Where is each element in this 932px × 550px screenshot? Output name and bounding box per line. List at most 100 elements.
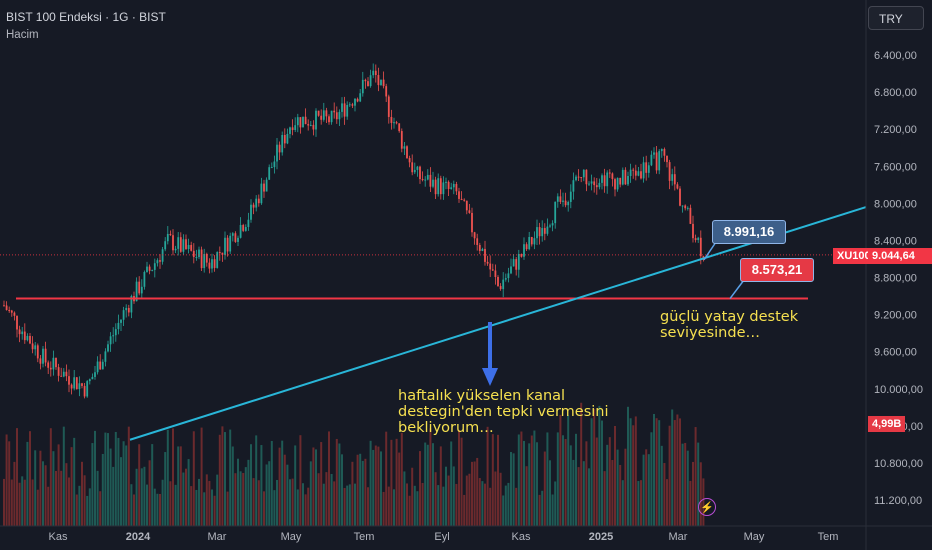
candle-body xyxy=(684,205,687,209)
volume-bar xyxy=(608,437,611,526)
candle-body xyxy=(377,75,380,86)
currency-button[interactable]: TRY xyxy=(868,6,924,30)
candle-body xyxy=(190,244,193,251)
candle-body xyxy=(517,254,520,270)
candle-body xyxy=(257,198,260,204)
candle-body xyxy=(546,226,549,234)
volume-bar xyxy=(226,491,229,526)
volume-bar xyxy=(588,468,590,526)
volume-bar xyxy=(195,489,198,526)
candle-body xyxy=(611,173,614,180)
volume-bar xyxy=(322,483,325,526)
volume-bar xyxy=(650,432,653,526)
volume-bar xyxy=(476,457,479,526)
price-tick-label: 9.200,00 xyxy=(874,310,917,322)
price-tick-label: 10.000,00 xyxy=(874,384,923,396)
candle-body xyxy=(590,181,593,184)
candle-body xyxy=(86,381,89,397)
candle-body xyxy=(187,244,190,250)
candle-body xyxy=(239,224,242,238)
volume-bar xyxy=(556,432,559,526)
candle-body xyxy=(533,238,536,245)
volume-bar xyxy=(257,480,260,526)
volume-bar xyxy=(567,415,570,526)
candle-body xyxy=(473,232,476,239)
volume-bar xyxy=(647,454,650,526)
candle-body xyxy=(18,329,21,335)
candle-body xyxy=(411,162,414,173)
volume-bar xyxy=(655,418,658,526)
volume-bar xyxy=(374,445,377,526)
volume-bar xyxy=(130,484,133,526)
candle-body xyxy=(135,281,138,302)
volume-bar xyxy=(562,435,564,526)
volume-bar xyxy=(668,425,671,526)
candle-body xyxy=(140,286,143,294)
volume-bar xyxy=(653,413,655,526)
candle-body xyxy=(562,200,564,202)
candle-body xyxy=(588,183,590,185)
volume-bar xyxy=(182,472,185,526)
volume-bar xyxy=(36,489,39,526)
candle-body xyxy=(692,223,694,239)
volume-bar xyxy=(468,473,471,526)
volume-bar xyxy=(356,454,359,526)
volume-bar xyxy=(395,438,398,526)
volume-bar xyxy=(315,449,317,526)
volume-bar xyxy=(473,461,476,526)
volume-bar xyxy=(16,428,18,526)
volume-bar xyxy=(239,471,242,526)
candle-body xyxy=(127,307,130,313)
upper-price-box[interactable]: 8.991,16 xyxy=(712,220,786,244)
candle-body xyxy=(156,260,159,264)
volume-bar xyxy=(60,470,63,526)
volume-bar xyxy=(640,480,642,526)
candle-body xyxy=(73,377,76,389)
candle-body xyxy=(26,335,29,341)
volume-bar xyxy=(684,442,687,526)
volume-bar xyxy=(52,451,55,526)
volume-bar xyxy=(270,440,273,526)
candle-body xyxy=(203,253,206,269)
candle-body xyxy=(247,219,250,228)
volume-bars xyxy=(3,402,705,526)
volume-bar xyxy=(575,433,577,526)
candle-body xyxy=(78,383,81,390)
volume-bar xyxy=(148,460,151,526)
volume-bar xyxy=(380,451,382,526)
volume-bar xyxy=(538,494,541,526)
candle-body xyxy=(192,250,195,258)
volume-bar xyxy=(369,440,372,526)
volume-indicator-label: Hacim xyxy=(6,29,39,41)
candle-body xyxy=(34,345,37,350)
candle-body xyxy=(312,124,315,130)
volume-bar xyxy=(13,461,16,526)
volume-bar xyxy=(504,485,507,526)
volume-bar xyxy=(359,453,362,526)
candle-body xyxy=(13,312,16,316)
volume-bar xyxy=(595,437,598,526)
lower-price-box[interactable]: 8.573,21 xyxy=(740,258,814,282)
volume-bar xyxy=(686,450,689,526)
candle-body xyxy=(289,127,291,134)
candle-body xyxy=(416,166,419,170)
volume-bar xyxy=(190,486,193,526)
volume-bar xyxy=(286,464,289,526)
volume-bar xyxy=(312,447,315,526)
candle-body xyxy=(655,152,658,171)
volume-bar xyxy=(525,466,528,526)
lightning-icon[interactable]: ⚡ xyxy=(698,498,716,516)
volume-bar xyxy=(645,449,648,526)
time-tick-label: Mar xyxy=(669,531,688,543)
candle-body xyxy=(658,151,661,171)
volume-bar xyxy=(569,445,572,526)
candle-body xyxy=(5,305,8,310)
volume-bar xyxy=(491,434,494,526)
candle-body xyxy=(468,210,471,213)
candle-body xyxy=(278,144,281,153)
candle-body xyxy=(689,207,692,224)
volume-bar xyxy=(463,494,466,526)
candlestick-series xyxy=(3,63,705,399)
volume-bar xyxy=(533,430,536,526)
